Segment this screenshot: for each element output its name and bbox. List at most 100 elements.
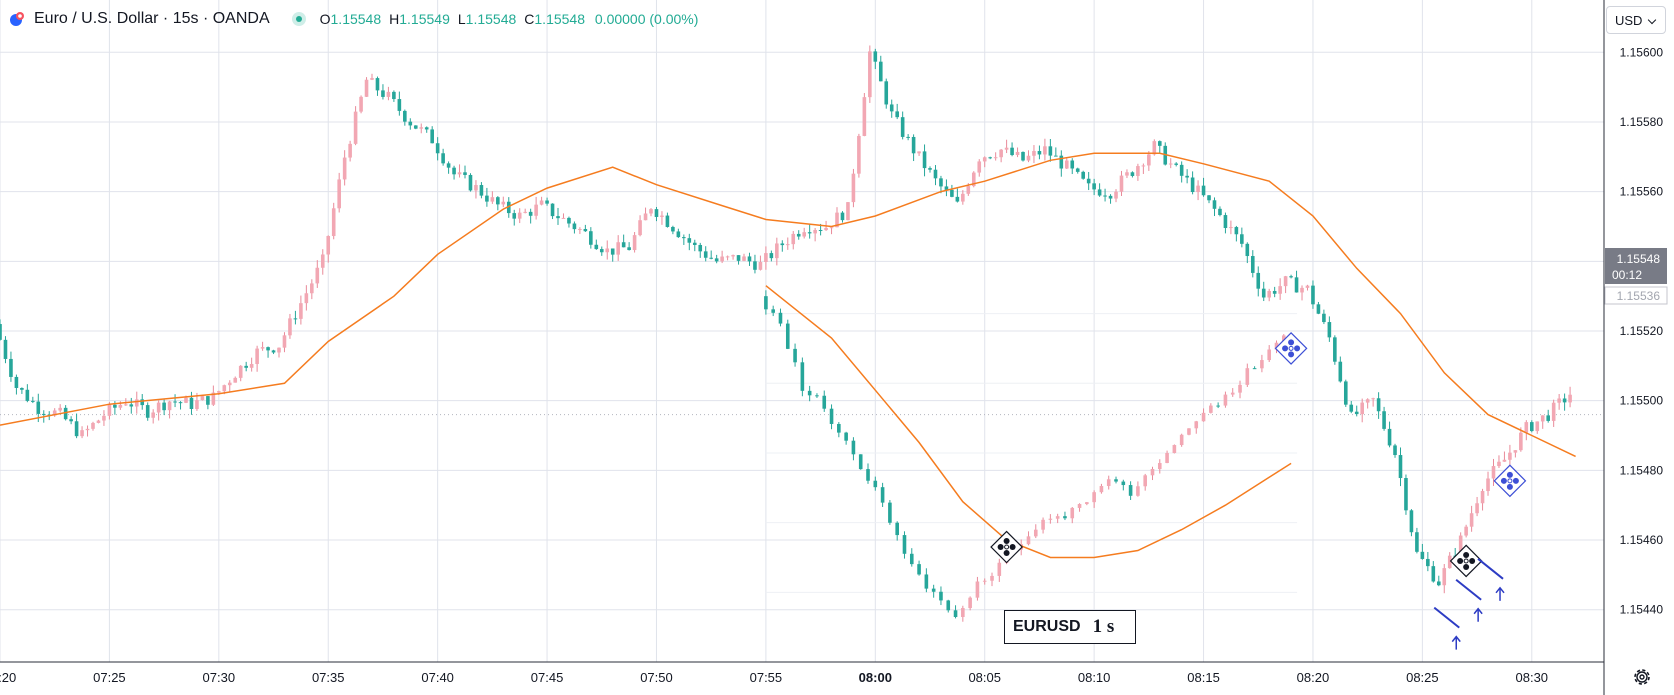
candle-body [1464,526,1468,536]
candle-body [1097,189,1102,196]
buy-signal-icon [1274,332,1308,365]
candle-body [1294,277,1299,293]
candle-body [1103,195,1107,197]
time-tick-label: 07:50 [640,670,673,685]
candle-body [698,244,703,252]
candle-body [468,174,473,191]
arrow-annotations [1433,558,1505,650]
candle-body [769,253,774,259]
candle-body [961,193,965,202]
inset-interval: 1 s [1092,616,1115,637]
inset-candle-body [990,575,994,581]
candle-body [1360,402,1364,415]
inset-candle-body [1274,342,1279,350]
inset-candle-body [968,597,972,609]
candle-body [1218,208,1222,216]
candle-body [337,179,341,209]
inset-candle-body [866,469,870,481]
signal-petal [997,544,1004,551]
candle-body [682,237,686,239]
candle-body [572,223,577,230]
inset-candle-body [858,454,863,470]
candle-body [917,151,921,154]
candle-body [643,213,648,221]
inset-candle-body [822,395,827,409]
candle-body [255,348,259,364]
inset-candle-body [909,553,914,565]
candle-body [1300,287,1304,293]
time-tick-label: 08:15 [1187,670,1220,685]
settings-gear-icon[interactable] [1631,666,1653,688]
candle-body [403,110,407,122]
signal-petal [1506,471,1513,478]
candle-body [36,401,41,414]
inset-candle-body [1281,335,1286,343]
candle-body [687,238,692,243]
inset-candle-body [1172,445,1177,454]
candle-body [1004,147,1009,150]
currency-selector[interactable]: USD [1606,6,1666,34]
candle-body [184,397,188,403]
candle-body [397,99,402,111]
inset-candle-body [1114,479,1118,482]
inset-symbol-label: EURUSD 1 s [1004,610,1136,644]
candle-body [145,405,150,418]
candle-body [1108,195,1113,199]
market-open-icon [291,12,306,26]
symbol-title[interactable]: Euro / U.S. Dollar · 15s · OANDA [34,10,270,27]
candle-body [195,400,199,409]
candle-body [1245,243,1250,257]
signal-petal [1463,563,1470,570]
candle-body [1272,290,1277,294]
candle-body [315,267,320,284]
candle-body [1048,146,1053,156]
symbol-header: Euro / U.S. Dollar · 15s · OANDA O1.1554… [8,8,698,30]
candle-body [1229,227,1233,229]
candle-body [1333,337,1337,362]
candle-body [873,51,878,62]
inset-candle-body [1216,405,1220,407]
inset-candle-body [1179,434,1184,446]
candle-body [293,318,298,320]
candle-body [1070,160,1075,169]
candle-body [950,189,954,197]
main-moving-average [0,152,1576,458]
change-value: 0.00000 (0.00%) [594,11,699,27]
candle-body [1119,175,1124,192]
candle-body [802,232,806,237]
candle-body [178,402,183,404]
candle-body [1529,422,1534,432]
candle-body [561,217,566,219]
candle-body [1196,185,1200,193]
signal-petal [1506,483,1513,490]
inset-candle-body [1026,536,1031,545]
candle-body [1404,478,1408,511]
candle-body [129,404,134,407]
candle-body [1250,256,1255,273]
candle-body [922,151,927,169]
candle-body [1185,175,1189,178]
time-tick-label: 07:40 [421,670,454,685]
candle-body [1311,285,1315,305]
signal-core [1463,558,1469,564]
candle-body [1480,491,1485,504]
candle-body [993,157,998,159]
inset-candle-body [807,390,812,396]
inset-candle-body [1143,475,1147,487]
candle-body [933,169,938,179]
inset-candle-body [902,535,907,554]
candle-body [747,256,752,262]
candle-body [632,235,637,251]
candle-body [113,404,117,408]
candle-body [971,172,976,187]
candle-body [835,212,839,228]
candle-body [102,415,106,421]
candle-body [227,382,232,386]
time-tick-label: 08:10 [1078,670,1111,685]
candle-body [512,213,517,219]
candle-body [775,243,779,259]
candle-body [1442,568,1447,586]
candle-body [1152,141,1157,155]
